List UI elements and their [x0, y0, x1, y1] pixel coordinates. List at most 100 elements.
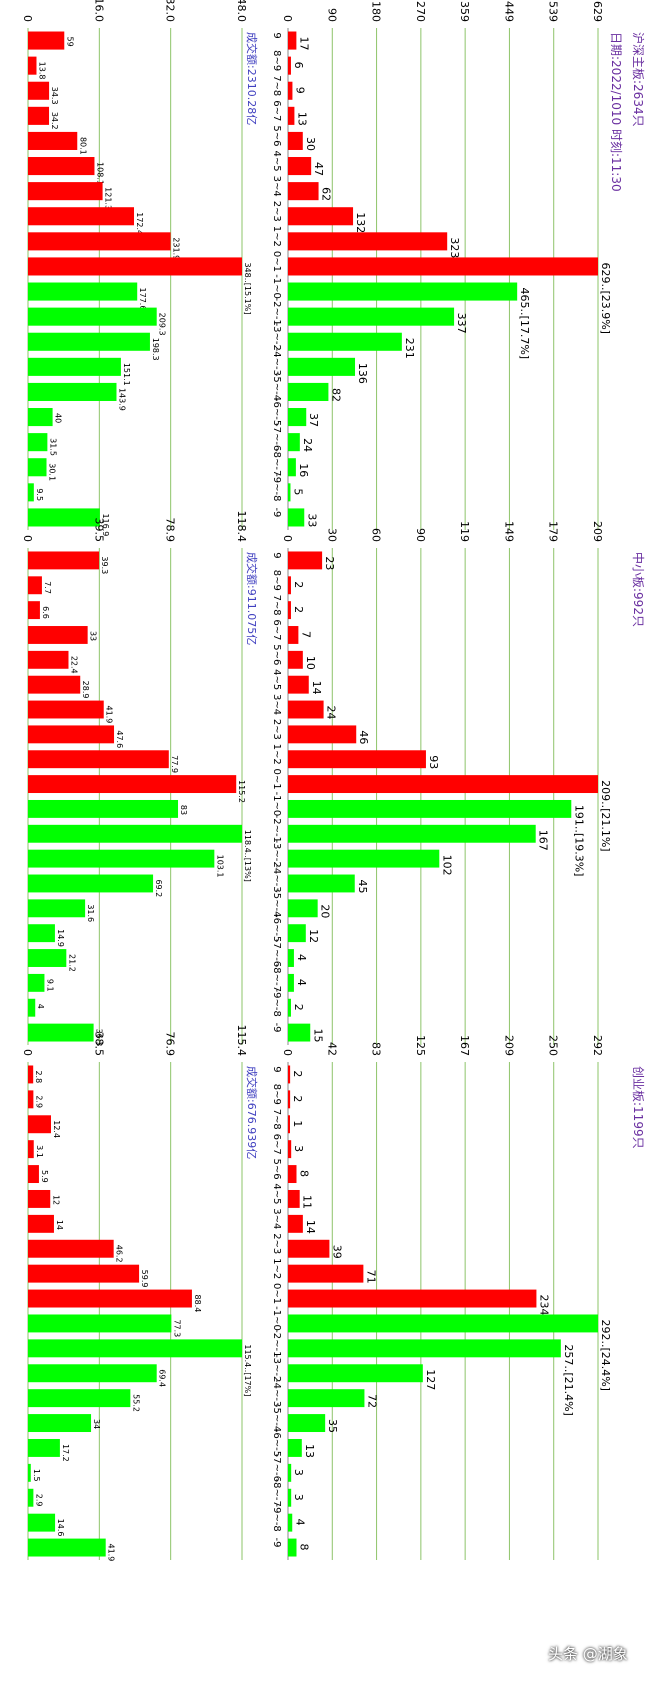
count-value-label: 629..[23.9%] [599, 262, 612, 334]
count-tick-label: 270 [414, 1, 427, 22]
category-label: 3~4 [271, 694, 282, 715]
turnover-value-label: 21.2 [67, 954, 76, 972]
turnover-tick-label: 348.0 [235, 0, 248, 22]
turnover-bar [28, 1264, 140, 1283]
turnover-bar [28, 508, 100, 527]
turnover-bar [28, 1389, 131, 1408]
turnover-bar [28, 1339, 242, 1358]
turnover-bar [28, 601, 40, 620]
turnover-value-label: 34 [92, 1419, 101, 1429]
turnover-bar [28, 775, 237, 794]
turnover-value-label: 177.6 [138, 288, 147, 311]
turnover-bar [28, 1239, 114, 1258]
turnover-tick-label: 115.4 [235, 1025, 248, 1057]
count-value-label: 14 [310, 681, 323, 695]
category-label: -4~-3 [271, 1379, 282, 1407]
turnover-bar [28, 725, 115, 744]
count-tick-label: 149 [502, 521, 515, 542]
turnover-value-label: 46.2 [115, 1245, 124, 1263]
category-label: 8~9 [271, 50, 282, 71]
count-value-label: 136 [356, 363, 369, 384]
category-label: 4~5 [271, 150, 282, 171]
turnover-bar [28, 1538, 106, 1557]
count-bar [288, 31, 297, 50]
count-value-label: 337 [455, 313, 468, 334]
category-label: -9 [271, 507, 282, 517]
count-tick-label: 0 [281, 535, 294, 542]
turnover-tick-label: 232.0 [164, 0, 177, 22]
turnover-value-label: 115.2 [237, 780, 246, 803]
category-label: -6~-5 [271, 398, 282, 426]
count-tick-label: 539 [547, 1, 560, 22]
count-value-label: 132 [354, 212, 367, 233]
category-label: -5~-4 [271, 889, 282, 917]
count-tick-label: 125 [414, 1035, 427, 1056]
turnover-value-label: 14 [55, 1220, 64, 1230]
turnover-value-label: 9.1 [45, 979, 54, 992]
turnover-tick-label: 116.0 [92, 0, 105, 22]
turnover-bar [28, 31, 65, 50]
category-label: 3~4 [271, 1208, 282, 1229]
count-bar [288, 551, 323, 570]
count-bar [288, 1023, 311, 1042]
count-bar [288, 56, 291, 75]
turnover-bar [28, 357, 121, 376]
turnover-bar [28, 1189, 51, 1208]
count-bar [288, 1488, 292, 1507]
turnover-bar [28, 949, 67, 967]
count-value-label: 82 [329, 388, 342, 402]
count-value-label: 3 [292, 1469, 305, 1476]
count-bar [288, 1065, 291, 1084]
category-label: 5~6 [271, 125, 282, 146]
count-tick-label: 30 [325, 528, 338, 542]
turnover-value-label: 2.8 [34, 1070, 43, 1083]
count-value-label: 2 [292, 1004, 305, 1011]
turnover-bar [28, 1289, 192, 1308]
turnover-value-label: 77.9 [170, 755, 179, 773]
date-time-header: 日期:2022/1010 时刻:11:30 [609, 32, 623, 192]
count-bar [288, 824, 536, 843]
turnover-bar [28, 1140, 34, 1159]
category-label: 3~4 [271, 176, 282, 197]
category-label: -3~-2 [271, 323, 282, 351]
count-bar [288, 725, 357, 744]
turnover-value-label: 14.9 [56, 929, 65, 947]
category-label: 2~3 [271, 201, 282, 222]
turnover-bar [28, 1364, 157, 1383]
count-tick-label: 119 [458, 521, 471, 542]
turnover-value-label: 31.5 [48, 438, 57, 456]
category-label: -1~0 [271, 1306, 282, 1331]
turnover-bar [28, 1115, 51, 1134]
category-label: -1~0 [271, 274, 282, 299]
count-bar [288, 1239, 330, 1258]
count-value-label: 35 [326, 1419, 339, 1433]
category-label: 4~5 [271, 1183, 282, 1204]
count-tick-label: 83 [370, 1042, 383, 1056]
turnover-value-label: 12 [51, 1195, 60, 1205]
turnover-value-label: 115.4..[17%] [243, 1344, 252, 1396]
turnover-value-label: 41.9 [105, 706, 114, 724]
turnover-value-label: 209.3 [158, 313, 167, 336]
count-bar [288, 408, 307, 427]
turnover-value-label: 7.7 [43, 581, 52, 594]
count-value-label: 45 [356, 879, 369, 893]
turnover-bar [28, 998, 36, 1017]
count-bar [288, 81, 293, 100]
category-label: -3~-2 [271, 839, 282, 867]
turnover-bar [28, 924, 55, 943]
turnover-value-label: 30.1 [48, 463, 57, 481]
count-tick-label: 250 [547, 1035, 560, 1056]
turnover-tick-label: 39.5 [92, 518, 105, 543]
turnover-bar [28, 1065, 34, 1084]
count-bar [288, 775, 598, 794]
count-tick-label: 90 [414, 528, 427, 542]
count-bar [288, 1264, 364, 1283]
count-bar [288, 626, 299, 644]
count-value-label: 3 [292, 1145, 305, 1152]
turnover-value-label: 77.3 [172, 1319, 181, 1337]
count-value-label: 16 [297, 463, 310, 477]
count-value-label: 191..[19.3%] [572, 805, 585, 877]
turnover-value-label: 83 [179, 805, 188, 815]
count-tick-label: 449 [502, 1, 515, 22]
count-bar [288, 106, 295, 125]
